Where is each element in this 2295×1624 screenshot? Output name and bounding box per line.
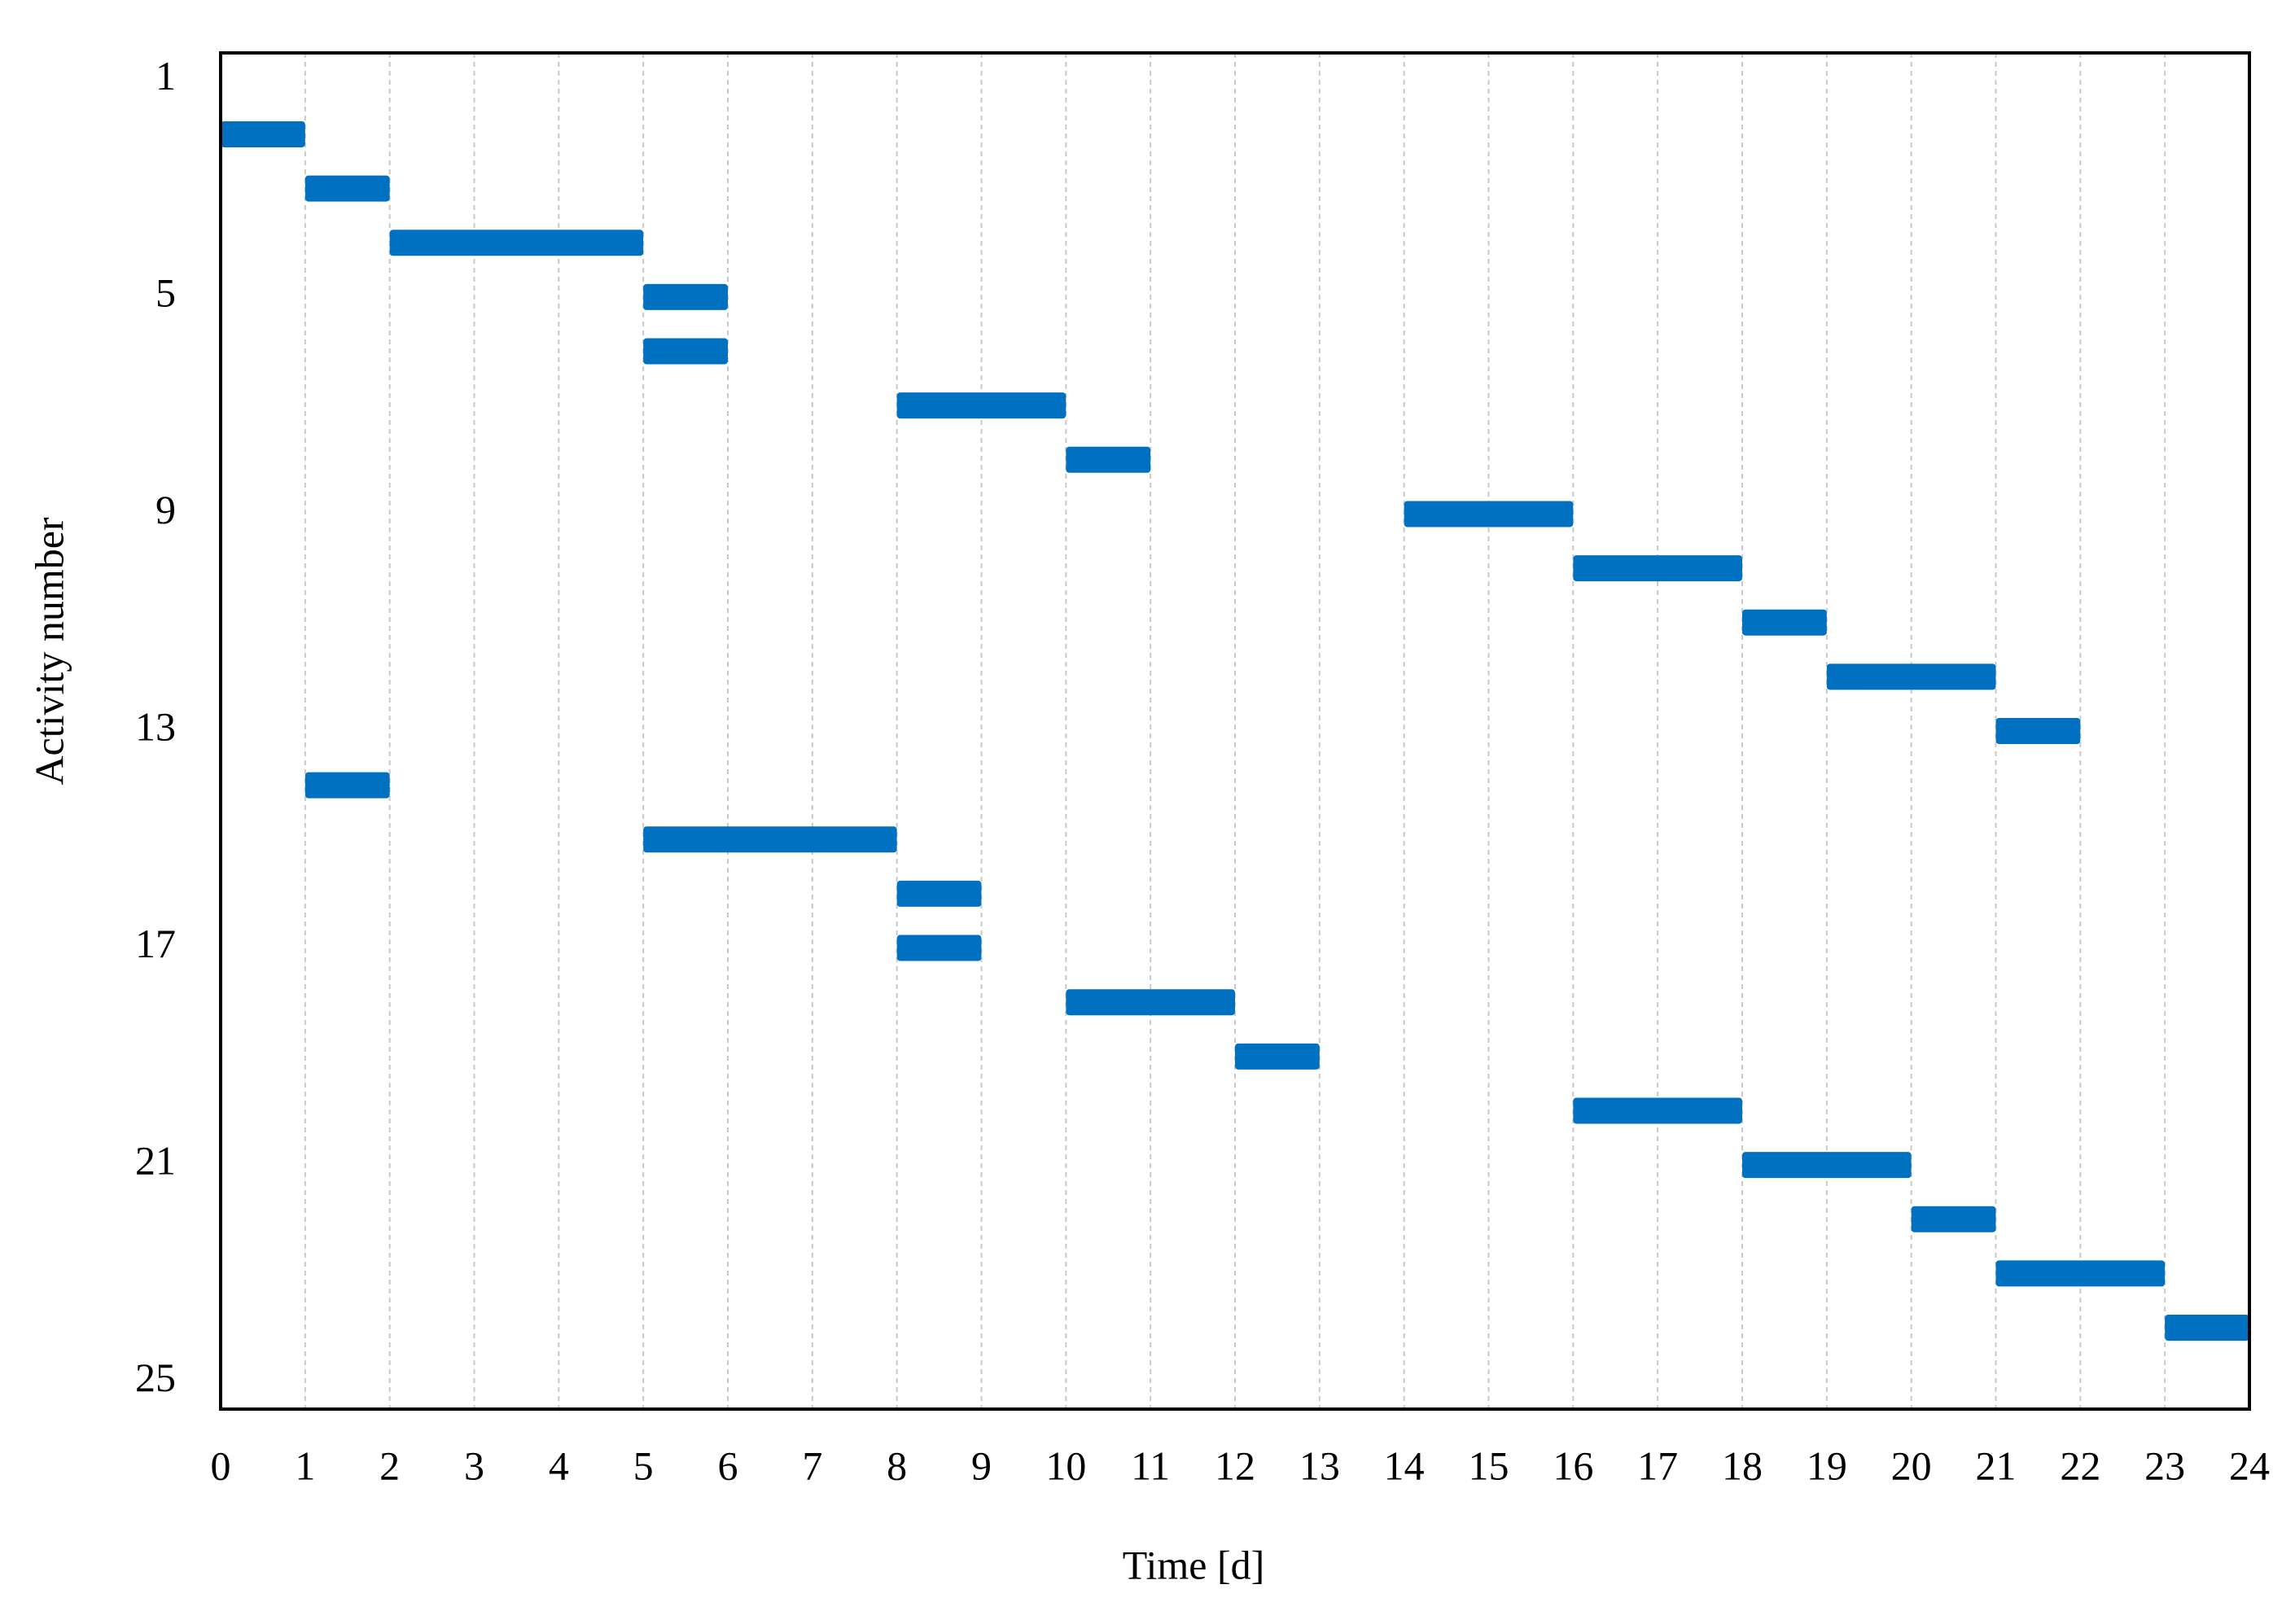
y-tick-label: 17	[135, 921, 176, 966]
task-bar	[1066, 446, 1151, 473]
task-bar	[1742, 1152, 1912, 1179]
y-tick-label: 21	[135, 1138, 176, 1184]
plot-frame	[219, 51, 2251, 1411]
task-bar	[896, 935, 982, 961]
x-tick-label: 10	[1045, 1442, 1086, 1488]
x-tick-label: 17	[1637, 1442, 1678, 1488]
x-tick-label: 14	[1384, 1442, 1425, 1488]
y-tick-label: 25	[135, 1355, 176, 1400]
x-tick-label: 22	[2060, 1442, 2100, 1488]
y-tick-label: 5	[155, 269, 176, 315]
task-bar	[1826, 663, 1996, 690]
x-tick-label: 12	[1215, 1442, 1255, 1488]
x-tick-label: 13	[1299, 1442, 1340, 1488]
x-tick-label: 20	[1891, 1442, 1932, 1488]
task-bar	[389, 230, 644, 256]
x-tick-label: 16	[1553, 1442, 1593, 1488]
x-tick-label: 18	[1722, 1442, 1763, 1488]
x-tick-label: 21	[1976, 1442, 2017, 1488]
task-bar	[1404, 501, 1574, 527]
x-tick-label: 1	[295, 1442, 315, 1488]
task-bar	[1995, 718, 2081, 744]
task-bar	[1066, 989, 1235, 1016]
x-tick-label: 6	[718, 1442, 738, 1488]
task-bar	[1911, 1206, 1996, 1232]
task-bar	[304, 175, 390, 202]
task-bar	[1742, 609, 1827, 636]
task-bar	[304, 772, 390, 799]
x-tick-label: 3	[464, 1442, 484, 1488]
task-bar	[2165, 1315, 2249, 1342]
x-tick-label: 24	[2229, 1442, 2270, 1488]
x-tick-label: 9	[971, 1442, 992, 1488]
x-tick-label: 15	[1469, 1442, 1509, 1488]
y-tick-label: 13	[135, 703, 176, 749]
task-bar	[221, 120, 305, 147]
x-tick-label: 4	[549, 1442, 569, 1488]
x-tick-label: 11	[1131, 1442, 1170, 1488]
x-axis-title: Time [d]	[1123, 1542, 1265, 1587]
task-bar	[643, 338, 728, 365]
task-bar	[896, 880, 982, 907]
task-bar	[1573, 1097, 1742, 1124]
x-tick-label: 7	[802, 1442, 822, 1488]
y-tick-label: 9	[155, 487, 176, 532]
x-tick-label: 5	[633, 1442, 654, 1488]
y-axis-title: Activity number	[26, 517, 72, 785]
task-bar	[643, 826, 897, 853]
task-bar	[896, 392, 1066, 419]
task-bar	[1573, 555, 1742, 582]
x-tick-label: 23	[2144, 1442, 2185, 1488]
x-tick-label: 19	[1807, 1442, 1847, 1488]
x-tick-label: 2	[379, 1442, 400, 1488]
task-bar	[1235, 1043, 1320, 1070]
task-bar	[1995, 1260, 2166, 1287]
task-bar	[643, 283, 728, 310]
y-tick-label: 1	[155, 53, 176, 98]
x-tick-label: 8	[887, 1442, 907, 1488]
x-tick-label: 0	[211, 1442, 231, 1488]
